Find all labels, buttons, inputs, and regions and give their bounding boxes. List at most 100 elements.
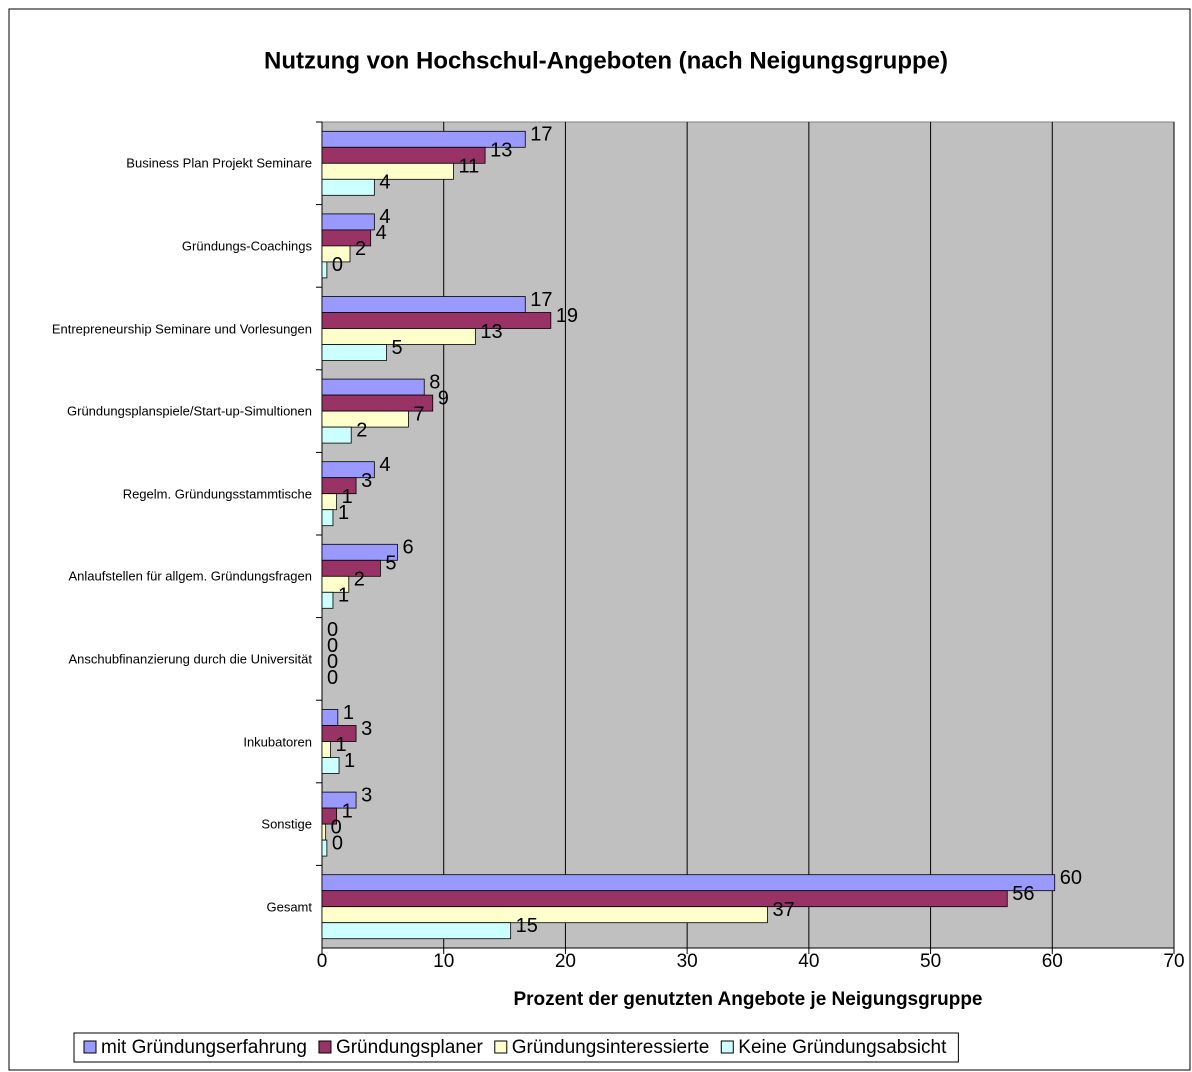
data-label: 0 — [332, 254, 343, 276]
bar — [321, 296, 526, 313]
bar — [321, 378, 425, 396]
data-label: 6 — [402, 537, 413, 559]
legend-swatch — [720, 1040, 734, 1054]
plot-area — [321, 121, 1175, 949]
bar — [321, 791, 357, 809]
data-label: 3 — [361, 470, 372, 492]
data-label: 0 — [327, 651, 338, 673]
x-tick-label: 70 — [1163, 951, 1184, 972]
y-tick-label: Inkubatoren — [243, 734, 312, 749]
y-tick-label: Regelm. Gründungsstammtische — [122, 486, 312, 502]
legend-label: Keine Gründungsabsicht — [738, 1037, 947, 1058]
bar — [321, 709, 339, 726]
bar — [321, 213, 375, 231]
bar — [321, 245, 351, 263]
bar — [321, 493, 338, 511]
data-label: 60 — [1060, 867, 1082, 889]
data-label: 17 — [530, 289, 552, 311]
x-tick-label: 30 — [677, 951, 698, 972]
data-label: 9 — [438, 387, 449, 409]
data-label: 5 — [392, 337, 403, 359]
data-label: 56 — [1012, 883, 1034, 905]
data-label: 2 — [354, 569, 365, 591]
data-label: 4 — [379, 454, 390, 476]
legend-swatch — [494, 1040, 508, 1054]
bar — [321, 874, 1056, 892]
bar — [321, 839, 328, 857]
data-label: 2 — [356, 419, 367, 441]
data-label: 7 — [413, 403, 424, 425]
chart-title: Nutzung von Hochschul-Angeboten (nach Ne… — [264, 47, 948, 74]
data-label: 0 — [331, 816, 342, 838]
data-label: 15 — [516, 915, 538, 937]
data-label: 1 — [338, 502, 349, 524]
data-label: 8 — [429, 371, 440, 393]
bar — [321, 906, 768, 924]
data-label: 2 — [355, 238, 366, 260]
data-label: 1 — [343, 702, 354, 724]
legend-label: Gründungsinteressierte — [512, 1037, 710, 1058]
bar — [321, 591, 334, 609]
bar — [321, 426, 352, 444]
data-label: 0 — [327, 667, 338, 689]
data-label: 1 — [342, 486, 353, 508]
bar — [321, 823, 327, 841]
data-label: 37 — [772, 899, 794, 921]
bar — [321, 922, 512, 940]
legend-label: mit Gründungserfahrung — [101, 1037, 307, 1058]
data-label: 3 — [361, 718, 372, 740]
data-label: 4 — [379, 206, 390, 228]
bar — [321, 725, 357, 742]
bar — [321, 312, 552, 329]
data-label: 1 — [342, 800, 353, 822]
data-label: 13 — [480, 321, 502, 343]
y-tick-label: Gründungsplanspiele/Start-up-Simultionen — [67, 403, 312, 419]
bar — [321, 890, 1008, 908]
bar — [321, 410, 409, 428]
bar — [321, 807, 338, 825]
data-label: 4 — [376, 222, 387, 244]
data-label: 1 — [336, 734, 347, 756]
data-label: 19 — [556, 305, 578, 327]
data-label: 13 — [490, 140, 512, 162]
data-label: 1 — [338, 585, 349, 607]
x-axis-title: Prozent der genutzten Angebote je Neigun… — [513, 989, 982, 1010]
y-tick-label: Anlaufstellen für allgem. Gründungsfrage… — [68, 568, 312, 584]
data-label: 0 — [327, 635, 338, 657]
bar — [321, 344, 387, 361]
x-tick-label: 0 — [317, 951, 328, 972]
bar — [321, 757, 340, 774]
x-tick-label: 50 — [920, 951, 941, 972]
y-tick-label: Sonstige — [261, 816, 312, 832]
legend-swatch — [83, 1040, 97, 1054]
bar — [321, 741, 331, 758]
data-label: 3 — [361, 784, 372, 806]
data-label: 0 — [327, 619, 338, 641]
legend: mit Gründungserfahrung Gründungsplaner Grü… — [73, 1032, 959, 1063]
legend-box — [73, 1032, 959, 1063]
y-tick-label: Gründungs-Coachings — [181, 238, 312, 254]
x-tick-label: 60 — [1042, 951, 1063, 972]
bar — [321, 261, 328, 279]
x-tick-label: 10 — [433, 951, 454, 972]
x-tick-label: 20 — [555, 951, 576, 972]
data-label: 4 — [379, 172, 390, 194]
data-label: 0 — [332, 832, 343, 854]
y-tick-label: Business Plan Projekt Seminare — [126, 155, 312, 171]
data-label: 5 — [385, 553, 396, 575]
bar — [321, 559, 381, 577]
bar — [321, 477, 357, 495]
data-label: 11 — [458, 156, 479, 178]
data-label: 17 — [530, 124, 552, 146]
data-label: 1 — [344, 750, 355, 772]
y-tick-label: Gesamt — [266, 899, 312, 915]
bar — [321, 178, 375, 196]
y-tick-label: Anschubfinanzierung durch die Universitä… — [68, 651, 312, 667]
bar — [321, 162, 454, 180]
y-tick-label: Entrepreneurship Seminare und Vorlesunge… — [51, 321, 312, 336]
legend-swatch — [318, 1040, 332, 1054]
bar — [321, 575, 350, 593]
bar — [321, 509, 334, 527]
